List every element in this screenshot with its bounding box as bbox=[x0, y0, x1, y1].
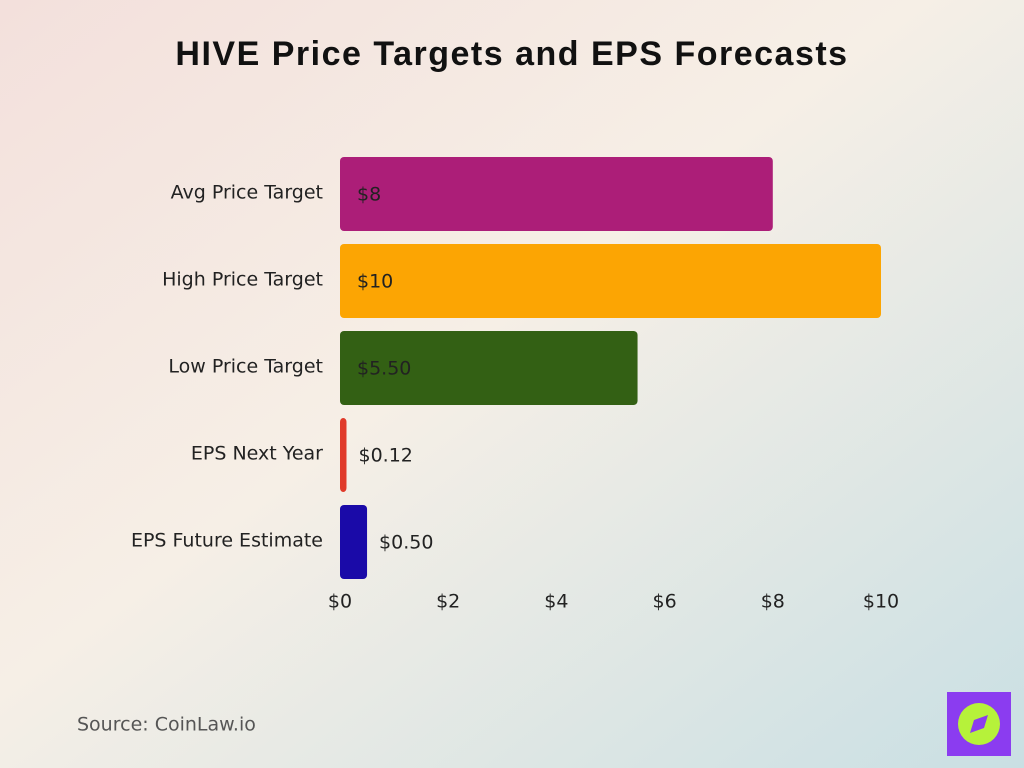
x-tick-label: $6 bbox=[653, 591, 677, 613]
bar bbox=[340, 505, 368, 579]
y-tick-label: EPS Future Estimate bbox=[131, 530, 323, 552]
value-label: $0.12 bbox=[358, 445, 412, 467]
value-label: $8 bbox=[357, 184, 381, 206]
value-label: $5.50 bbox=[357, 358, 411, 380]
y-tick-label: EPS Next Year bbox=[191, 443, 323, 465]
x-tick-label: $2 bbox=[436, 591, 460, 613]
bar bbox=[340, 418, 347, 492]
logo bbox=[947, 692, 1011, 756]
bar bbox=[340, 157, 773, 231]
bar bbox=[340, 244, 881, 318]
y-tick-label: Low Price Target bbox=[168, 356, 323, 378]
x-tick-label: $0 bbox=[328, 591, 352, 613]
y-tick-label: Avg Price Target bbox=[171, 182, 323, 204]
value-label: $10 bbox=[357, 271, 393, 293]
x-tick-label: $10 bbox=[863, 591, 899, 613]
x-tick-label: $8 bbox=[761, 591, 785, 613]
value-label: $0.50 bbox=[379, 532, 433, 554]
y-tick-label: High Price Target bbox=[162, 269, 323, 291]
source: Source: CoinLaw.io bbox=[77, 714, 256, 736]
bar bbox=[340, 331, 638, 405]
x-tick-label: $4 bbox=[544, 591, 568, 613]
chart-title: HIVE Price Targets and EPS Forecasts bbox=[175, 35, 848, 73]
